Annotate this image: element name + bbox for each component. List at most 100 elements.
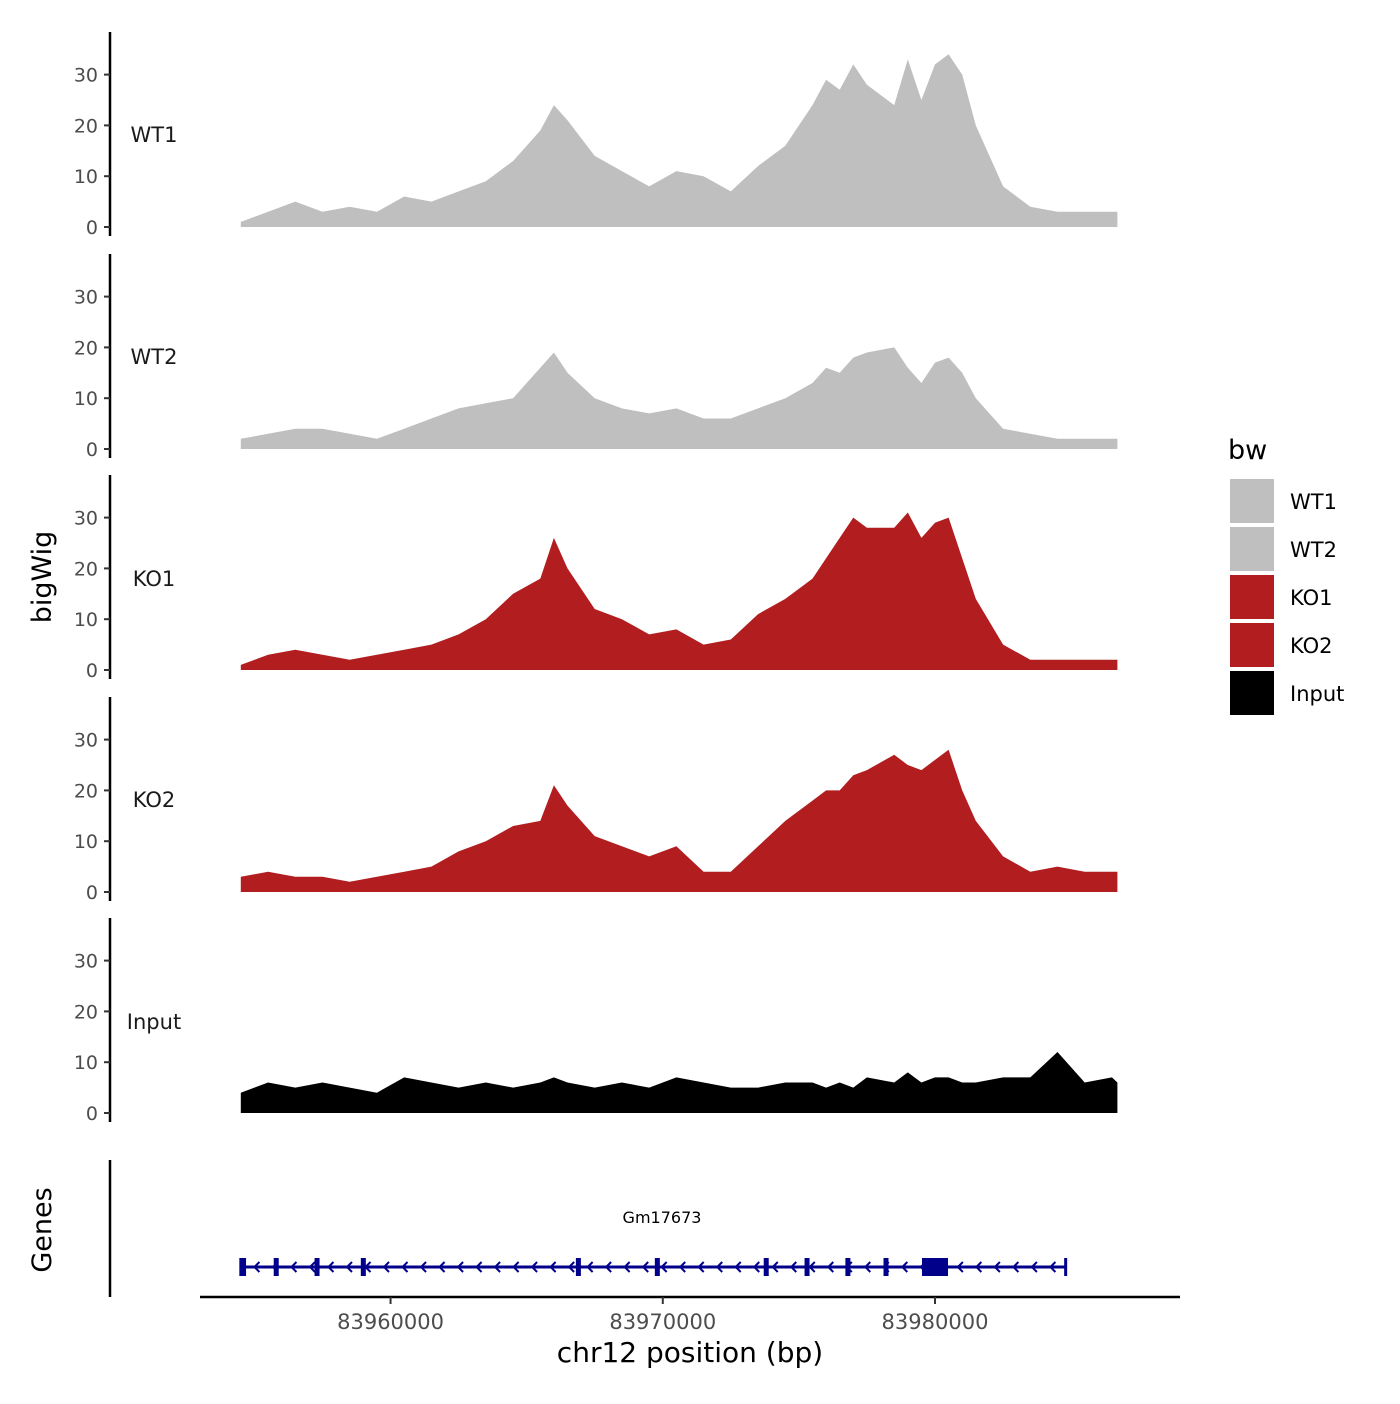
y-tick-label: 20 (74, 1001, 98, 1023)
strand-arrow (660, 1261, 668, 1273)
area-input (240, 1052, 1118, 1113)
y-tick-label: 0 (86, 1103, 98, 1125)
y-tick-label: 30 (74, 508, 98, 530)
strand-arrow (974, 1261, 983, 1273)
track-label-ko2: KO2 (133, 788, 176, 812)
strand-arrow (641, 1261, 649, 1273)
legend-swatch-input (1230, 671, 1274, 715)
exon (654, 1258, 660, 1276)
x-tick-label: 83960000 (337, 1310, 444, 1334)
strand-arrow (956, 1261, 964, 1273)
strand-arrow (345, 1261, 353, 1273)
area-wt2 (240, 347, 1118, 449)
strand-arrow (1030, 1261, 1038, 1273)
y-tick-label: 10 (74, 388, 98, 410)
legend-label-ko1: KO1 (1290, 586, 1333, 610)
track-label-ko1: KO1 (133, 567, 176, 591)
y-tick-label: 30 (74, 65, 98, 87)
exon (763, 1258, 769, 1276)
x-tick-label: 83980000 (882, 1310, 989, 1334)
x-tick-label: 83970000 (609, 1310, 716, 1334)
strand-arrow (456, 1261, 464, 1273)
track-label-wt1: WT1 (131, 123, 178, 147)
track-panel-wt2: 0 10 20 30 WT2 (74, 254, 1118, 461)
strand-arrow (1011, 1261, 1020, 1273)
track-panel-wt1: 0 10 20 30 WT1 (74, 32, 1118, 239)
legend-label-wt1: WT1 (1290, 490, 1337, 514)
y-tick-label: 0 (86, 660, 98, 682)
legend-swatch-wt2 (1230, 527, 1274, 571)
area-ko1 (240, 512, 1118, 670)
strand-arrow (475, 1261, 483, 1273)
legend: WT1 WT2 KO1 KO2 Input (1230, 479, 1344, 715)
y-tick-label: 20 (74, 115, 98, 137)
track-panels: 0 10 20 30 WT1 0 10 20 30 WT2 0 10 20 30 KO1 0 10 20 30 KO2… (74, 32, 1118, 1125)
y-tick-label: 30 (74, 730, 98, 752)
track-panel-ko2: 0 10 20 30 KO2 (74, 697, 1118, 904)
strand-arrow (623, 1261, 631, 1273)
track-panel-input: 0 10 20 30 Input (74, 918, 1118, 1125)
y-tick-label: 30 (74, 951, 98, 973)
legend-label-input: Input (1290, 682, 1344, 706)
strand-arrow (401, 1261, 409, 1273)
y-tick-label: 10 (74, 831, 98, 853)
genes-track (108, 1160, 1068, 1297)
area-wt1 (240, 54, 1118, 227)
strand-arrow (1049, 1261, 1057, 1273)
track-label-input: Input (127, 1010, 181, 1034)
y-tick-label: 10 (74, 609, 98, 631)
strand-arrow (327, 1261, 335, 1273)
area-ko2 (240, 749, 1118, 892)
legend-label-ko2: KO2 (1290, 634, 1333, 658)
y-tick-label: 20 (74, 337, 98, 359)
y-axis-title: bigWig (27, 531, 58, 624)
strand-arrow (826, 1261, 834, 1273)
strand-arrow (993, 1261, 1001, 1273)
strand-arrow (734, 1261, 742, 1273)
strand-arrow (512, 1261, 520, 1273)
exon (241, 1258, 247, 1276)
strand-arrow (530, 1261, 538, 1273)
strand-arrow (438, 1261, 446, 1273)
legend-label-wt2: WT2 (1290, 538, 1337, 562)
strand-arrow (290, 1261, 298, 1273)
strand-arrow (697, 1261, 705, 1273)
strand-arrow (863, 1261, 872, 1273)
exon (575, 1258, 581, 1276)
gene-label: Gm17673 (623, 1208, 702, 1227)
legend-title: bw (1228, 435, 1267, 466)
strand-arrow (419, 1261, 427, 1273)
strand-arrow (715, 1261, 723, 1273)
strand-arrow (789, 1261, 797, 1273)
y-tick-label: 10 (74, 1052, 98, 1074)
y-tick-label: 0 (86, 882, 98, 904)
exon (922, 1258, 948, 1276)
strand-arrow (253, 1261, 261, 1273)
exon (883, 1258, 889, 1276)
strand-arrow (382, 1261, 390, 1273)
exon (273, 1258, 279, 1276)
y-tick-label: 0 (86, 217, 98, 239)
strand-arrow (678, 1261, 686, 1273)
strand-arrow (771, 1261, 779, 1273)
y-tick-label: 10 (74, 166, 98, 188)
y-tick-label: 0 (86, 439, 98, 461)
strand-arrow (586, 1261, 594, 1273)
y-tick-label: 20 (74, 558, 98, 580)
strand-arrow (900, 1261, 909, 1273)
track-label-wt2: WT2 (131, 345, 178, 369)
strand-arrow (549, 1261, 557, 1273)
strand-arrow (604, 1261, 612, 1273)
exon (360, 1258, 366, 1276)
legend-swatch-wt1 (1230, 479, 1274, 523)
x-axis: 83960000 83970000 83980000 (200, 1295, 1180, 1334)
exon (845, 1258, 851, 1276)
strand-arrow (308, 1261, 316, 1273)
track-panel-ko1: 0 10 20 30 KO1 (74, 475, 1118, 682)
strand-arrow (567, 1261, 575, 1273)
genes-track-title: Genes (27, 1187, 58, 1272)
x-axis-title: chr12 position (bp) (557, 1336, 823, 1369)
strand-arrow (752, 1261, 760, 1273)
